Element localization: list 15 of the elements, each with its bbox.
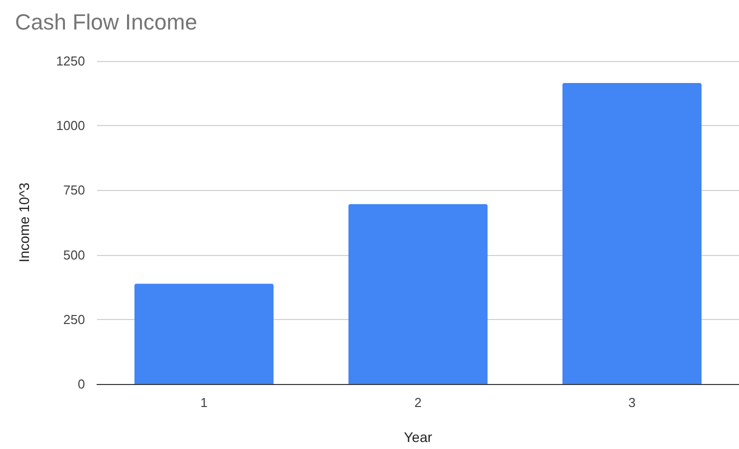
y-axis-title: Income 10^3: [16, 182, 32, 262]
x-tick-label: 1: [200, 395, 208, 410]
y-tick-label: 250: [63, 312, 85, 327]
chart-title: Cash Flow Income: [15, 10, 198, 34]
bar: [348, 204, 488, 384]
x-tick-label: 2: [414, 395, 422, 410]
bar: [134, 284, 274, 384]
y-tick-label: 750: [63, 182, 85, 198]
x-axis-title: Year: [404, 429, 432, 445]
y-tick-label: 1000: [56, 118, 85, 134]
x-tick-label: 3: [628, 395, 636, 410]
y-tick-label: 0: [78, 376, 85, 392]
bar: [562, 82, 702, 384]
y-tick-label: 500: [63, 247, 85, 262]
y-tick-label: 1250: [56, 54, 85, 68]
